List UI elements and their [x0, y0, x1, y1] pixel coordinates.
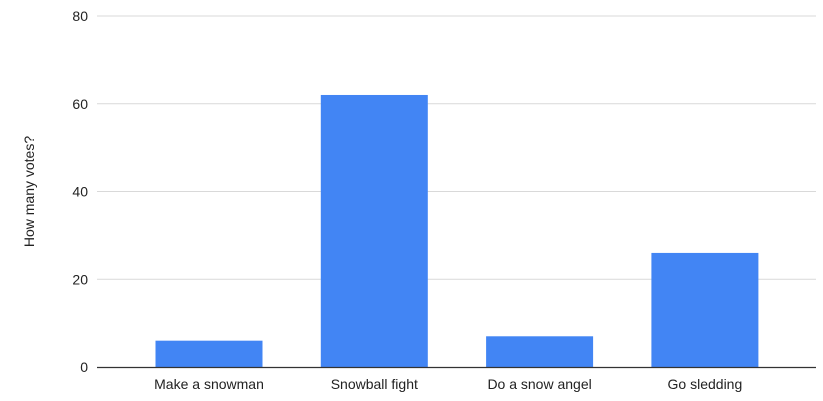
y-tick-label: 60	[72, 96, 88, 112]
y-tick-label: 40	[72, 184, 88, 200]
y-tick-label: 0	[80, 359, 88, 375]
y-tick-labels: 0 20 40 60 80	[72, 8, 88, 375]
y-axis-title: How many votes?	[21, 136, 37, 247]
bar	[486, 336, 594, 367]
x-tick-label: Make a snowman	[154, 376, 264, 392]
x-tick-label: Go sledding	[668, 376, 743, 392]
bars	[155, 94, 759, 367]
y-tick-label: 20	[72, 271, 88, 287]
bar	[651, 252, 759, 367]
y-tick-label: 80	[72, 8, 88, 24]
gridlines	[97, 15, 816, 280]
x-tick-label: Snowball fight	[331, 376, 418, 392]
bar	[155, 340, 263, 367]
bar	[320, 94, 428, 367]
x-tick-labels: Make a snowman Snowball fight Do a snow an…	[154, 376, 742, 392]
x-tick-label: Do a snow angel	[487, 376, 591, 392]
